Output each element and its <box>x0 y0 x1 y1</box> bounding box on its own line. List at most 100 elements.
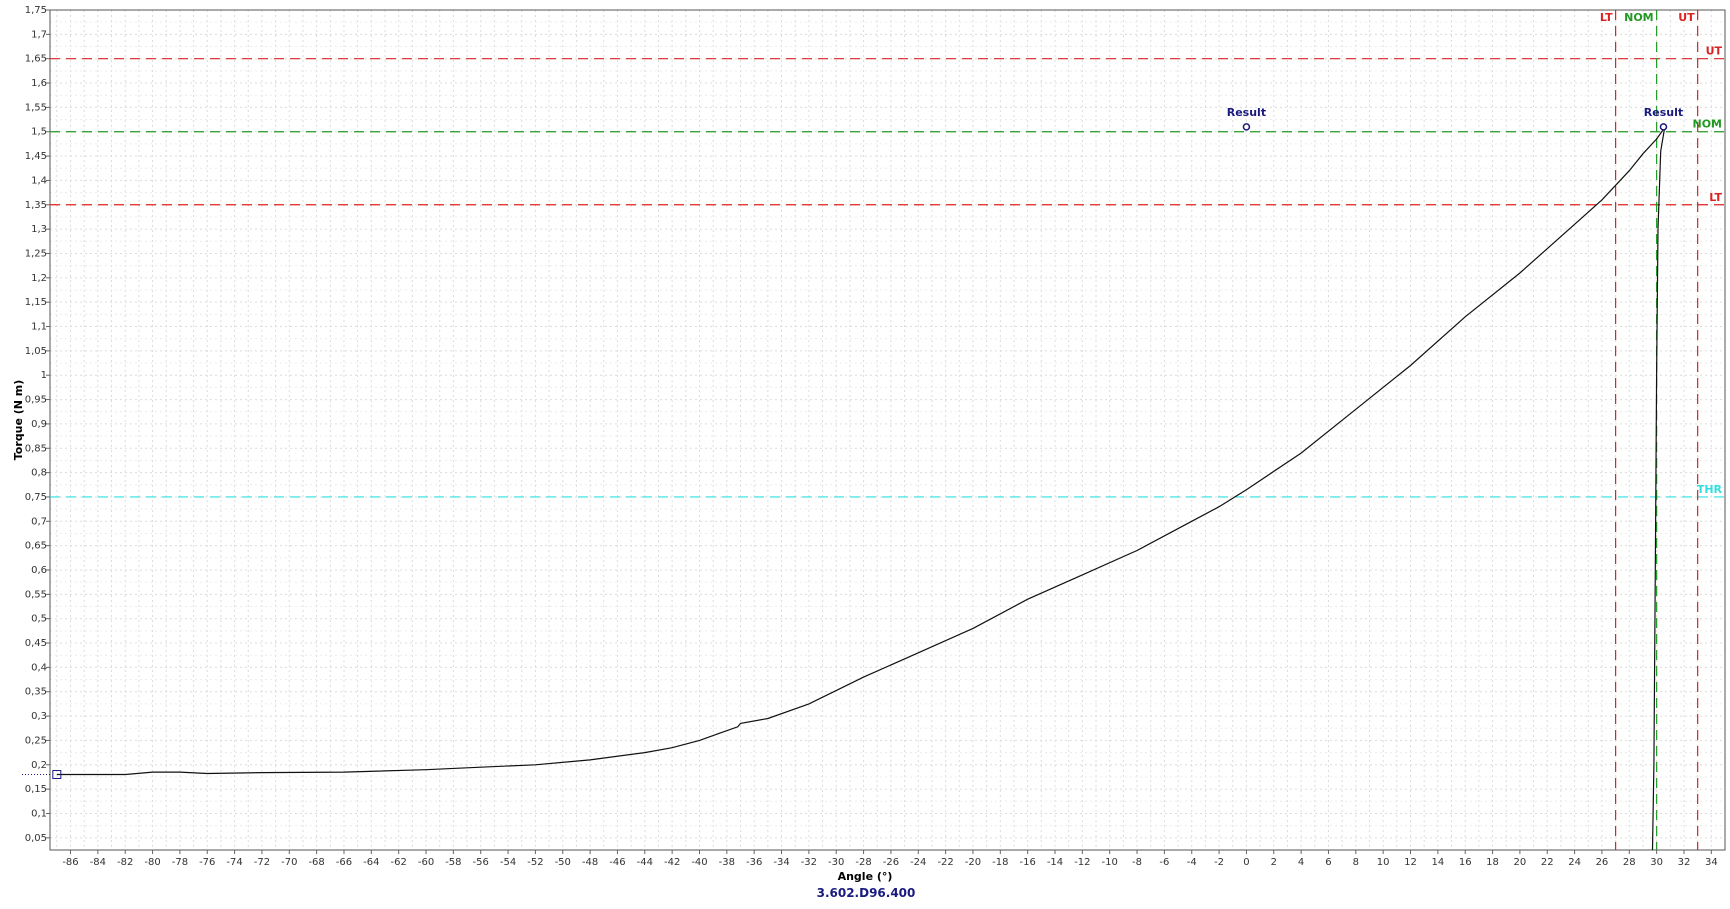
reference-lines: UT NOM LT THR LT NOM UT <box>50 10 1725 850</box>
plot-frame <box>49 9 1726 851</box>
x-tick-label: -80 <box>144 857 160 868</box>
x-tick-label: -32 <box>801 857 817 868</box>
y-tick-label: 0,35 <box>25 687 47 698</box>
y-tick-label: 0,4 <box>31 662 47 673</box>
y-tick-label: 1,65 <box>25 54 47 65</box>
result-label-2: Result <box>1644 106 1683 119</box>
x-tick-label: -12 <box>1074 857 1090 868</box>
y-tick-label: 0,75 <box>25 492 47 503</box>
result-point-1 <box>1242 123 1251 131</box>
x-tick-label: 12 <box>1404 857 1417 868</box>
x-tick-label: -34 <box>773 857 789 868</box>
torque-curve <box>56 126 1666 851</box>
x-tick-label: -22 <box>937 857 953 868</box>
v-ref-label-lt: LT <box>1600 11 1613 24</box>
x-tick-label: -20 <box>965 857 981 868</box>
y-tick-label: 0,7 <box>31 516 47 527</box>
result-label-1: Result <box>1227 106 1266 119</box>
x-tick-label: -86 <box>62 857 78 868</box>
x-tick-label: -40 <box>691 857 707 868</box>
x-tick-label: -46 <box>609 857 625 868</box>
x-tick-label: -66 <box>336 857 352 868</box>
x-tick-label: -60 <box>418 857 434 868</box>
y-tick-label: 0,5 <box>31 614 47 625</box>
y-tick-label: 0,45 <box>25 638 47 649</box>
v-ref-label-ut: UT <box>1678 11 1695 24</box>
x-tick-label: 14 <box>1431 857 1444 868</box>
x-tick-label: 22 <box>1541 857 1554 868</box>
x-tick-label: -54 <box>500 857 516 868</box>
y-tick-label: 0,9 <box>31 419 47 430</box>
y-tick-label: 1,05 <box>25 346 47 357</box>
x-tick-label: 10 <box>1377 857 1390 868</box>
y-tick-label: 1,2 <box>31 273 47 284</box>
x-tick-label: -2 <box>1214 857 1224 868</box>
x-tick-label: -36 <box>746 857 762 868</box>
y-tick-label: 0,3 <box>31 711 47 722</box>
x-tick-label: 34 <box>1705 857 1718 868</box>
x-tick-label: -38 <box>719 857 735 868</box>
y-tick-label: 1,7 <box>31 29 47 40</box>
start-marker <box>52 770 62 780</box>
x-tick-label: 32 <box>1678 857 1691 868</box>
y-tick-label: 0,8 <box>31 468 47 479</box>
v-ref-label-nom: NOM <box>1624 11 1654 24</box>
x-tick-label: -14 <box>1047 857 1063 868</box>
x-tick-label: 16 <box>1459 857 1472 868</box>
y-tick-label: 0,95 <box>25 395 47 406</box>
x-tick-label: 26 <box>1596 857 1609 868</box>
x-tick-label: -6 <box>1159 857 1169 868</box>
y-tick-label: 1,3 <box>31 224 47 235</box>
y-tick-label: 0,85 <box>25 443 47 454</box>
x-tick-label: -4 <box>1187 857 1197 868</box>
y-tick-label: 0,6 <box>31 565 47 576</box>
h-ref-label-nom: NOM <box>1692 118 1722 131</box>
curve-layer <box>56 126 1666 851</box>
h-ref-label-ut: UT <box>1706 45 1723 58</box>
y-tick-label: 1,5 <box>31 127 47 138</box>
x-tick-label: -56 <box>473 857 489 868</box>
grid <box>50 9 1726 850</box>
x-tick-label: -74 <box>226 857 242 868</box>
x-tick-label: 2 <box>1271 857 1277 868</box>
x-tick-label: -84 <box>90 857 106 868</box>
y-tick-label: 0,05 <box>25 833 47 844</box>
x-tick-label: -68 <box>308 857 324 868</box>
x-tick-label: -62 <box>391 857 407 868</box>
result-point-2 <box>1659 123 1668 131</box>
x-tick-label: -44 <box>637 857 653 868</box>
x-tick-label: 18 <box>1486 857 1499 868</box>
x-tick-label: 6 <box>1325 857 1331 868</box>
y-tick-label: 0,25 <box>25 735 47 746</box>
y-tick-label: 0,15 <box>25 784 47 795</box>
y-axis-ticks: 0,05 0,1 0,15 0,2 0,25 0,3 0,35 0,4 0,45 0,5 0,55 0… <box>25 5 50 844</box>
x-tick-label: 8 <box>1353 857 1359 868</box>
x-tick-label: -64 <box>363 857 379 868</box>
x-tick-label: -18 <box>992 857 1008 868</box>
x-tick-label: -50 <box>555 857 571 868</box>
x-tick-label: 28 <box>1623 857 1636 868</box>
y-tick-label: 0,65 <box>25 541 47 552</box>
x-tick-label: -82 <box>117 857 133 868</box>
x-tick-label: -70 <box>281 857 297 868</box>
y-tick-label: 1 <box>41 370 47 381</box>
x-tick-label: -76 <box>199 857 215 868</box>
y-tick-label: 1,45 <box>25 151 47 162</box>
x-tick-label: -30 <box>828 857 844 868</box>
x-tick-label: -28 <box>855 857 871 868</box>
x-tick-label: -42 <box>664 857 680 868</box>
h-ref-label-thr: THR <box>1697 483 1723 496</box>
x-tick-label: -52 <box>527 857 543 868</box>
x-tick-label: 20 <box>1514 857 1527 868</box>
serial-number-label: 3.602.D96.400 <box>817 886 916 900</box>
plot-border <box>49 9 1726 851</box>
x-axis-label: Angle (°) <box>838 870 893 883</box>
y-tick-label: 1,25 <box>25 248 47 259</box>
y-tick-label: 1,55 <box>25 102 47 113</box>
x-tick-label: -10 <box>1102 857 1118 868</box>
x-tick-label: -16 <box>1019 857 1035 868</box>
y-tick-label: 0,2 <box>31 760 47 771</box>
x-tick-label: -48 <box>582 857 598 868</box>
